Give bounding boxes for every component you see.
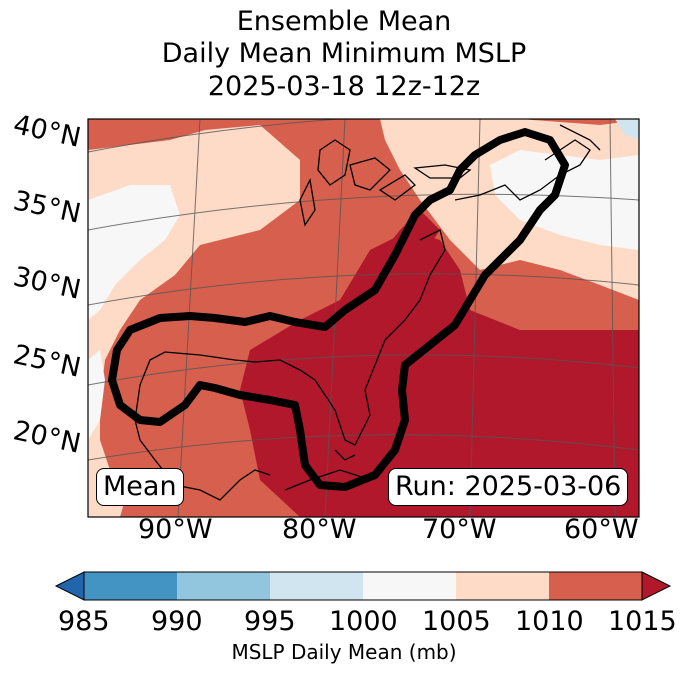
colorbar-bin-990-995 bbox=[177, 572, 270, 600]
colorbar-outline bbox=[83, 571, 643, 601]
colorbar bbox=[54, 571, 672, 601]
colorbar-tick-1010: 1010 bbox=[515, 606, 584, 637]
mean-label-box: Mean bbox=[96, 468, 184, 506]
title-line-3: 2025-03-18 12z-12z bbox=[207, 71, 481, 102]
colorbar-bin-1010-1015 bbox=[549, 572, 642, 600]
colorbar-tick-1015: 1015 bbox=[608, 606, 677, 637]
field-995-1000-corner bbox=[615, 119, 639, 140]
colorbar-tick-990: 990 bbox=[151, 606, 203, 637]
lon-label-60w: 60°W bbox=[564, 514, 639, 545]
colorbar-bin-1000-1005 bbox=[363, 572, 456, 600]
field-1000-1005-northeast bbox=[490, 150, 639, 250]
colorbar-tick-1000: 1000 bbox=[329, 606, 398, 637]
graticule bbox=[88, 119, 639, 517]
colorbar-bin-1005-1010 bbox=[456, 572, 549, 600]
mean-contour bbox=[108, 128, 569, 491]
colorbar-bin-985-990 bbox=[84, 572, 177, 600]
colorbar-tick-985: 985 bbox=[58, 606, 110, 637]
colorbar-extend-high bbox=[641, 571, 672, 601]
lon-label-80w: 80°W bbox=[282, 514, 357, 545]
colorbar-extend-low bbox=[54, 571, 85, 601]
colorbar-bin-995-1000 bbox=[270, 572, 363, 600]
colorbar-tick-995: 995 bbox=[244, 606, 296, 637]
lon-label-90w: 90°W bbox=[138, 514, 213, 545]
lon-label-70w: 70°W bbox=[422, 514, 497, 545]
run-label-box: Run: 2025-03-06 bbox=[388, 468, 629, 506]
field-1000-1005-southwest bbox=[88, 350, 105, 440]
colorbar-label: MSLP Daily Mean (mb) bbox=[231, 640, 457, 664]
map-frame bbox=[87, 118, 640, 518]
title-line-1: Ensemble Mean bbox=[236, 6, 452, 37]
title-line-2: Daily Mean Minimum MSLP bbox=[161, 38, 527, 69]
colorbar-tick-1005: 1005 bbox=[422, 606, 491, 637]
map-area bbox=[88, 119, 639, 517]
field-1015-plus-core bbox=[240, 230, 639, 517]
